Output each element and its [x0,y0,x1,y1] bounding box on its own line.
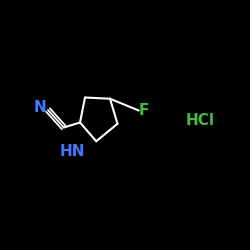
Text: N: N [34,100,46,115]
Text: F: F [138,103,149,118]
Text: HCl: HCl [186,113,214,128]
Text: HN: HN [60,144,85,159]
